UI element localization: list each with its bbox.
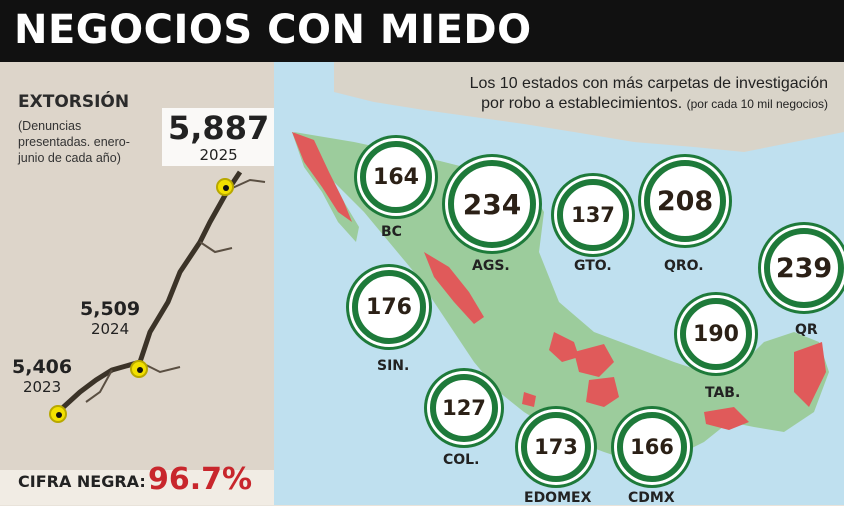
badge-qr-value: 239 [775, 252, 833, 284]
marker-2025-icon [216, 178, 234, 196]
value-2025-number: 5,887 [168, 109, 270, 147]
label-ags: AGS. [472, 258, 510, 274]
label-tab: TAB. [705, 385, 741, 401]
badge-qr: 239 [764, 228, 844, 308]
value-2024-number: 5,509 [80, 298, 141, 320]
marker-2023-icon [49, 405, 67, 423]
badge-bc-value: 164 [373, 164, 419, 190]
map-title-line1: Los 10 estados con más carpetas de inves… [469, 75, 828, 92]
extortion-title: EXTORSIÓN [18, 92, 130, 112]
badge-gto: 137 [557, 179, 629, 251]
badge-qro: 208 [644, 160, 726, 242]
badge-sin: 176 [352, 270, 426, 344]
badge-cdmx: 166 [617, 412, 687, 482]
badge-gto-value: 137 [571, 203, 615, 227]
label-qr: QR [795, 322, 818, 338]
value-2023-year: 2023 [22, 378, 62, 396]
label-col: COL. [443, 452, 480, 468]
map-title: Los 10 estados con más carpetas de inves… [380, 74, 828, 114]
mexico-map-shape [292, 62, 844, 462]
badge-cdmx-value: 166 [630, 435, 674, 459]
value-2023-number: 5,406 [12, 356, 73, 378]
value-2025: 5,887 2025 [162, 108, 276, 166]
badge-bc: 164 [360, 141, 432, 213]
badge-sin-value: 176 [366, 294, 412, 320]
cifra-negra-label: CIFRA NEGRA: [18, 472, 146, 491]
badge-edomex: 173 [521, 412, 591, 482]
value-2024: 5,509 2024 [80, 298, 140, 338]
map-title-line2-text: por robo a establecimientos. [481, 95, 683, 112]
label-cdmx: CDMX [628, 490, 675, 506]
badge-tab: 190 [680, 298, 752, 370]
value-2023: 5,406 2023 [12, 356, 72, 396]
badge-ags: 234 [448, 160, 536, 248]
map-title-line2: por robo a establecimientos. (por cada 1… [380, 94, 828, 114]
label-qro: QRO. [664, 258, 704, 274]
badge-col: 127 [430, 374, 498, 442]
badge-tab-value: 190 [693, 321, 739, 347]
value-2024-year: 2024 [90, 320, 130, 338]
label-edomex: EDOMEX [524, 490, 592, 506]
page-title: NEGOCIOS CON MIEDO [14, 7, 532, 53]
map-title-note: (por cada 10 mil negocios) [686, 97, 828, 111]
extortion-subtitle: (Denuncias presentadas. enero-junio de c… [18, 119, 130, 165]
label-gto: GTO. [574, 258, 612, 274]
marker-2024-icon [130, 360, 148, 378]
badge-ags-value: 234 [462, 187, 522, 221]
cifra-negra-value: 96.7% [148, 462, 253, 497]
badge-qro-value: 208 [656, 185, 714, 217]
badge-col-value: 127 [442, 396, 486, 420]
value-2025-year: 2025 [199, 146, 238, 164]
label-sin: SIN. [377, 358, 410, 374]
header-bar: NEGOCIOS CON MIEDO [0, 0, 844, 62]
badge-edomex-value: 173 [534, 435, 578, 459]
label-bc: BC [381, 224, 402, 240]
